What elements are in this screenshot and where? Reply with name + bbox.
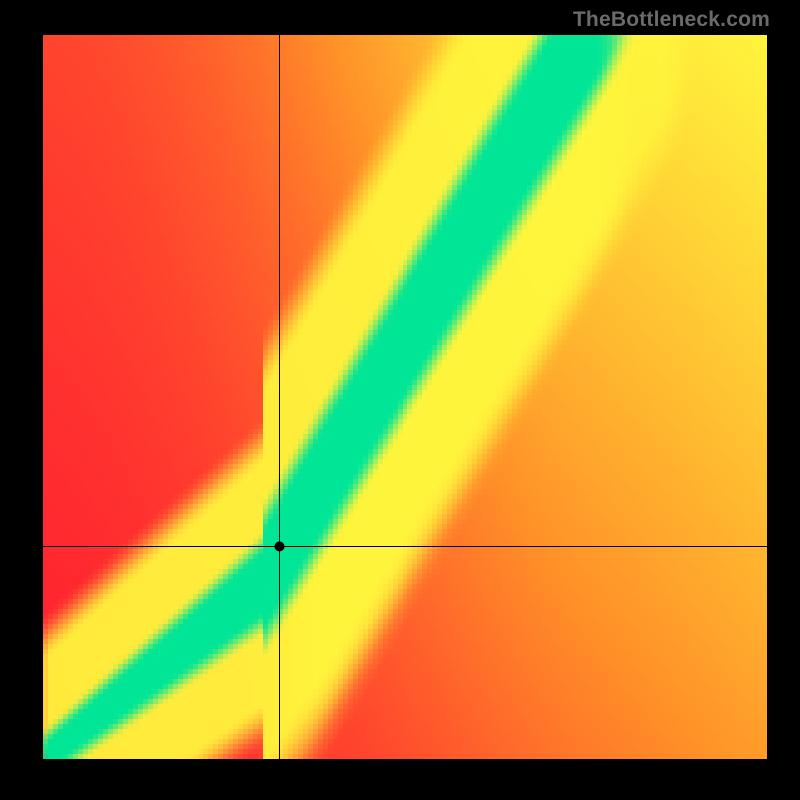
- watermark-text: TheBottleneck.com: [573, 8, 770, 32]
- heatmap-plot: [43, 35, 767, 759]
- chart-container: TheBottleneck.com: [0, 0, 800, 800]
- heatmap-canvas: [43, 35, 767, 759]
